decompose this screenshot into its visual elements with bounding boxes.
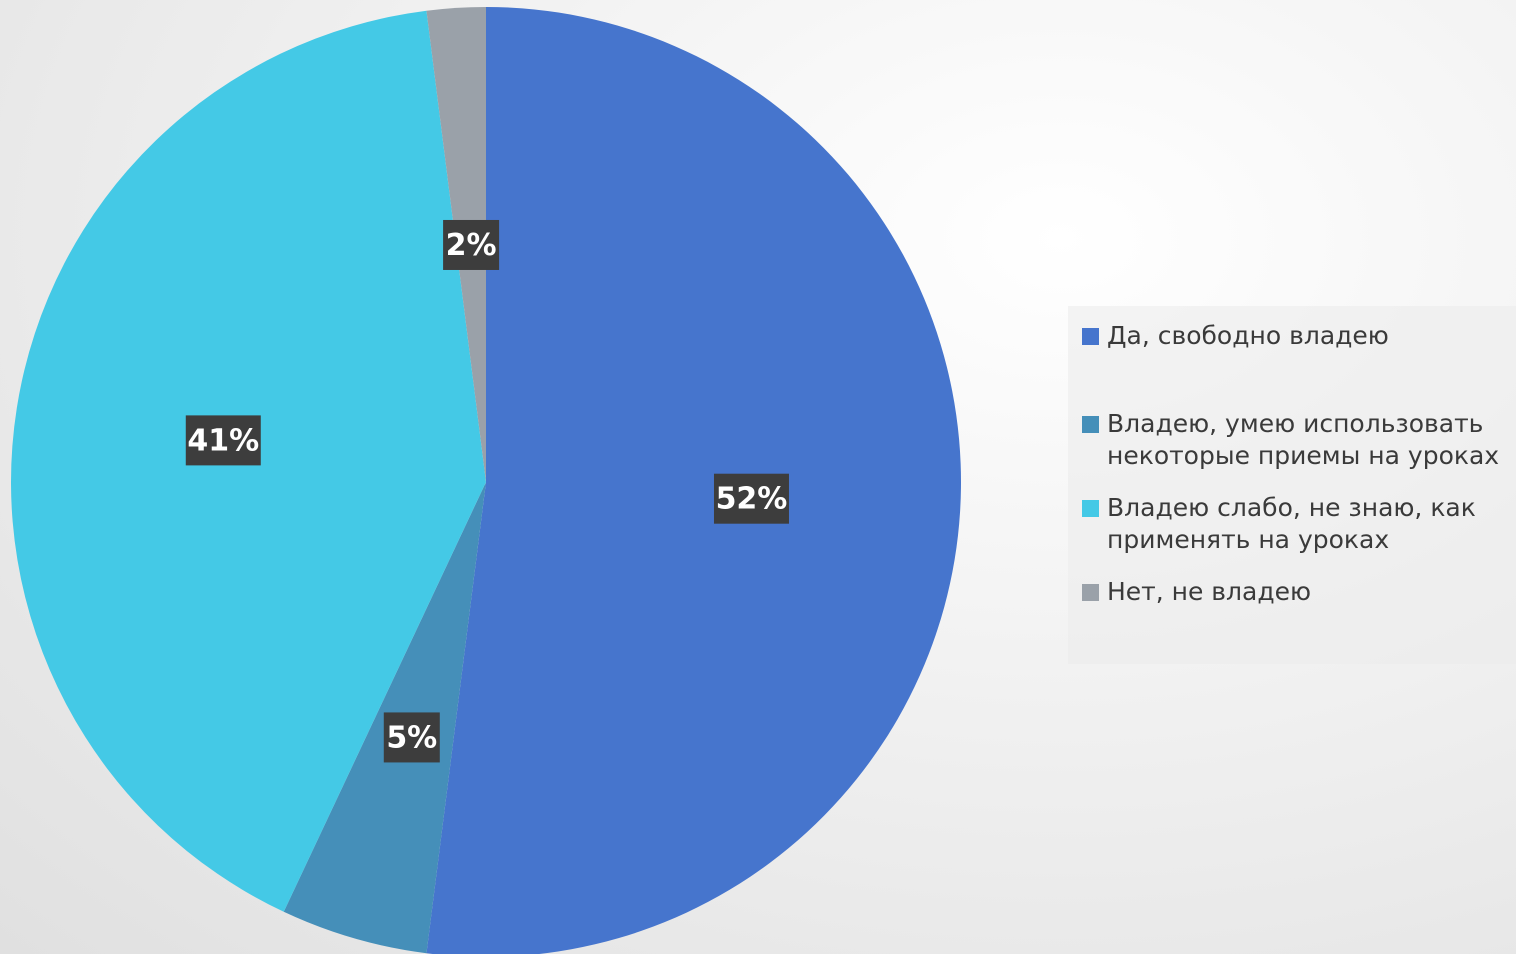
legend-swatch-vladeyu-slabo: [1082, 500, 1099, 517]
legend-item-da-svobodno: Да, свободно владею: [1082, 320, 1516, 352]
data-label-vladeyu-umeyu: 5%: [383, 712, 440, 763]
data-label-net-ne-vladeyu: 2%: [443, 219, 500, 270]
pie-slices: [11, 7, 961, 954]
data-label-text-vladeyu-slabo: 41%: [187, 423, 259, 458]
data-label-text-da-svobodno: 52%: [716, 482, 788, 517]
legend-swatch-net-ne-vladeyu: [1082, 584, 1099, 601]
data-label-da-svobodno: 52%: [713, 473, 789, 524]
pie-chart: 52% 5% 41% 2%: [11, 7, 961, 954]
data-label-box-net-ne-vladeyu: [443, 219, 500, 270]
legend-item-vladeyu-slabo: Владею слабо, не знаю, как применять на …: [1082, 492, 1516, 556]
data-label-text-vladeyu-umeyu: 5%: [386, 720, 437, 755]
data-label-text-net-ne-vladeyu: 2%: [446, 228, 497, 263]
pie-data-labels: 52% 5% 41% 2%: [185, 219, 789, 763]
pie-slice-da-svobodno: [426, 7, 961, 954]
data-label-box-vladeyu-umeyu: [383, 712, 440, 763]
chart-legend: Да, свободно владею Владею, умею использ…: [1068, 306, 1516, 664]
data-label-box-da-svobodno: [713, 473, 789, 524]
data-label-vladeyu-slabo: 41%: [185, 415, 261, 466]
legend-item-vladeyu-umeyu: Владею, умею использовать некоторые прие…: [1082, 408, 1516, 472]
legend-label-vladeyu-slabo: Владею слабо, не знаю, как применять на …: [1107, 493, 1476, 554]
data-label-box-vladeyu-slabo: [185, 415, 261, 466]
legend-label-net-ne-vladeyu: Нет, не владею: [1107, 577, 1312, 606]
legend-swatch-vladeyu-umeyu: [1082, 416, 1099, 433]
legend-label-vladeyu-umeyu: Владею, умею использовать некоторые прие…: [1107, 409, 1500, 470]
legend-label-da-svobodno: Да, свободно владею: [1107, 321, 1389, 350]
legend-item-net-ne-vladeyu: Нет, не владею: [1082, 576, 1516, 608]
legend-swatch-da-svobodno: [1082, 328, 1099, 345]
